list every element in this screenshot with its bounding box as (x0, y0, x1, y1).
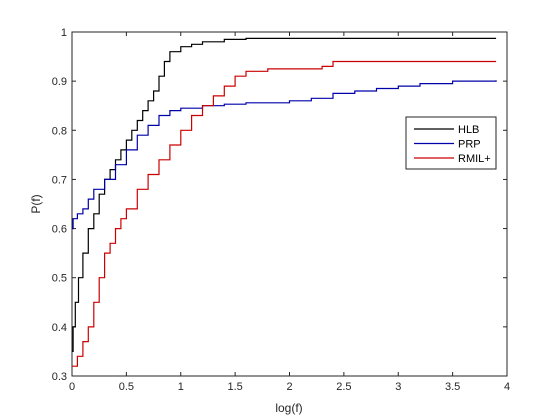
x-tick-label: 0 (69, 381, 75, 393)
legend: HLB PRP RMIL+ (405, 116, 497, 170)
series-line-rmil (72, 60, 497, 367)
x-tick-label: 1 (178, 381, 184, 393)
x-axis-label: log(f) (275, 401, 302, 415)
x-tick-label: 3 (395, 381, 401, 393)
series-line-prp (72, 80, 497, 230)
series-layer (72, 37, 497, 367)
y-axis-label: P(f) (29, 194, 43, 213)
y-tick-label: 0.6 (52, 224, 67, 236)
y-tick-label: 0.7 (52, 174, 67, 186)
y-tick-label: 0.3 (52, 371, 67, 383)
legend-label: HLB (458, 124, 479, 136)
y-tick-label: 0.9 (52, 76, 67, 88)
legend-label: RMIL+ (458, 153, 491, 165)
series-line-hlb (72, 37, 497, 352)
x-tick-label: 0.5 (119, 381, 134, 393)
y-tick-label: 0.8 (52, 125, 67, 137)
x-tick-label: 3.5 (445, 381, 460, 393)
y-tick-label: 0.4 (52, 322, 67, 334)
y-tick-label: 0.5 (52, 273, 67, 285)
y-tick-label: 1 (61, 27, 67, 39)
x-tick-label: 2.5 (336, 381, 351, 393)
x-tick-label: 1.5 (227, 381, 242, 393)
plot-background (72, 32, 507, 376)
legend-label: PRP (458, 139, 481, 151)
x-tick-label: 4 (504, 381, 510, 393)
x-tick-label: 2 (286, 381, 292, 393)
axes: 0 0.5 1 1.5 2 2.5 3 3.5 4 0.3 0.4 0.5 0.6 0.7 0.8 0.9 1 (52, 27, 510, 393)
